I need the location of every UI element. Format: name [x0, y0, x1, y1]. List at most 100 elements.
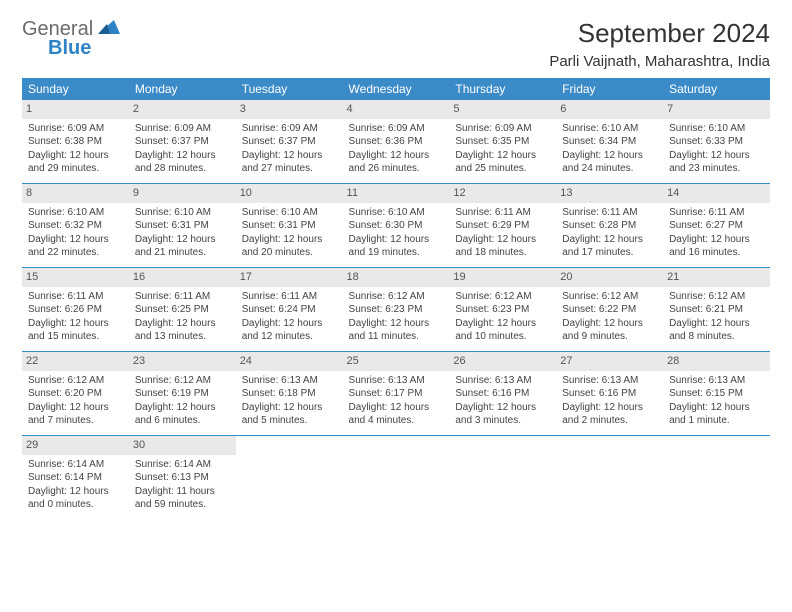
- day-number: 4: [343, 100, 450, 119]
- sunrise-text: Sunrise: 6:13 AM: [562, 374, 657, 388]
- sunrise-text: Sunrise: 6:12 AM: [349, 290, 444, 304]
- sunset-text: Sunset: 6:28 PM: [562, 219, 657, 233]
- sunrise-text: Sunrise: 6:12 AM: [562, 290, 657, 304]
- day-number: 3: [236, 100, 343, 119]
- sunrise-text: Sunrise: 6:13 AM: [455, 374, 550, 388]
- daylight-line2: and 22 minutes.: [28, 246, 123, 260]
- daylight-line1: Daylight: 12 hours: [455, 233, 550, 247]
- sunset-text: Sunset: 6:36 PM: [349, 135, 444, 149]
- day-number: 24: [236, 352, 343, 371]
- daylight-line1: Daylight: 12 hours: [562, 233, 657, 247]
- calendar-day-cell: 4Sunrise: 6:09 AMSunset: 6:36 PMDaylight…: [343, 100, 450, 184]
- sunset-text: Sunset: 6:32 PM: [28, 219, 123, 233]
- sunset-text: Sunset: 6:23 PM: [455, 303, 550, 317]
- sunset-text: Sunset: 6:23 PM: [349, 303, 444, 317]
- day-number: 23: [129, 352, 236, 371]
- calendar-day-cell: 8 Sunrise: 6:10 AMSunset: 6:32 PMDaylight…: [22, 184, 129, 268]
- calendar-week-row: 22Sunrise: 6:12 AMSunset: 6:20 PMDayligh…: [22, 352, 770, 436]
- daylight-line1: Daylight: 12 hours: [135, 149, 230, 163]
- daylight-line2: and 59 minutes.: [135, 498, 230, 512]
- calendar-day-cell: 19Sunrise: 6:12 AMSunset: 6:23 PMDayligh…: [449, 268, 556, 352]
- daylight-line1: Daylight: 12 hours: [455, 149, 550, 163]
- day-number: 9: [129, 184, 236, 203]
- daylight-line2: and 0 minutes.: [28, 498, 123, 512]
- calendar-day-cell: 11Sunrise: 6:10 AMSunset: 6:30 PMDayligh…: [343, 184, 450, 268]
- daylight-line1: Daylight: 12 hours: [562, 401, 657, 415]
- day-number: 19: [449, 268, 556, 287]
- daylight-line2: and 19 minutes.: [349, 246, 444, 260]
- daylight-line2: and 25 minutes.: [455, 162, 550, 176]
- sunrise-text: Sunrise: 6:13 AM: [349, 374, 444, 388]
- day-number: 15: [22, 268, 129, 287]
- sunset-text: Sunset: 6:15 PM: [669, 387, 764, 401]
- weekday-header: Sunday: [22, 78, 129, 100]
- sunrise-text: Sunrise: 6:13 AM: [669, 374, 764, 388]
- day-number: 18: [343, 268, 450, 287]
- daylight-line2: and 15 minutes.: [28, 330, 123, 344]
- day-number: 10: [236, 184, 343, 203]
- day-number: 8: [22, 184, 129, 203]
- logo-triangle-icon: [98, 18, 120, 39]
- calendar-day-cell: 26Sunrise: 6:13 AMSunset: 6:16 PMDayligh…: [449, 352, 556, 436]
- daylight-line2: and 2 minutes.: [562, 414, 657, 428]
- sunrise-text: Sunrise: 6:10 AM: [28, 206, 123, 220]
- sunset-text: Sunset: 6:24 PM: [242, 303, 337, 317]
- sunrise-text: Sunrise: 6:12 AM: [28, 374, 123, 388]
- daylight-line1: Daylight: 12 hours: [349, 317, 444, 331]
- calendar-day-cell: 29Sunrise: 6:14 AMSunset: 6:14 PMDayligh…: [22, 436, 129, 520]
- daylight-line2: and 16 minutes.: [669, 246, 764, 260]
- sunrise-text: Sunrise: 6:09 AM: [28, 122, 123, 136]
- calendar-day-cell: .: [236, 436, 343, 520]
- day-number: 6: [556, 100, 663, 119]
- daylight-line1: Daylight: 12 hours: [669, 233, 764, 247]
- sunset-text: Sunset: 6:31 PM: [242, 219, 337, 233]
- sunset-text: Sunset: 6:37 PM: [135, 135, 230, 149]
- day-number: 26: [449, 352, 556, 371]
- sunrise-text: Sunrise: 6:10 AM: [562, 122, 657, 136]
- daylight-line2: and 12 minutes.: [242, 330, 337, 344]
- sunset-text: Sunset: 6:14 PM: [28, 471, 123, 485]
- calendar-header-row: SundayMondayTuesdayWednesdayThursdayFrid…: [22, 78, 770, 100]
- calendar-day-cell: 28Sunrise: 6:13 AMSunset: 6:15 PMDayligh…: [663, 352, 770, 436]
- sunrise-text: Sunrise: 6:13 AM: [242, 374, 337, 388]
- daylight-line1: Daylight: 12 hours: [242, 233, 337, 247]
- month-title: September 2024: [549, 18, 770, 49]
- sunrise-text: Sunrise: 6:12 AM: [669, 290, 764, 304]
- daylight-line1: Daylight: 12 hours: [242, 149, 337, 163]
- day-number: 27: [556, 352, 663, 371]
- logo: General Blue: [22, 18, 120, 60]
- sunrise-text: Sunrise: 6:10 AM: [349, 206, 444, 220]
- sunset-text: Sunset: 6:20 PM: [28, 387, 123, 401]
- sunset-text: Sunset: 6:13 PM: [135, 471, 230, 485]
- calendar-day-cell: 18 Sunrise: 6:12 AMSunset: 6:23 PMDayligh…: [343, 268, 450, 352]
- header-bar: General Blue September 2024 Parli Vaijna…: [22, 18, 770, 70]
- daylight-line1: Daylight: 12 hours: [349, 233, 444, 247]
- daylight-line2: and 6 minutes.: [135, 414, 230, 428]
- sunrise-text: Sunrise: 6:11 AM: [135, 290, 230, 304]
- weekday-header: Tuesday: [236, 78, 343, 100]
- weekday-header: Thursday: [449, 78, 556, 100]
- sunrise-text: Sunrise: 6:09 AM: [242, 122, 337, 136]
- weekday-header: Friday: [556, 78, 663, 100]
- daylight-line2: and 20 minutes.: [242, 246, 337, 260]
- daylight-line2: and 27 minutes.: [242, 162, 337, 176]
- day-number: 2: [129, 100, 236, 119]
- daylight-line1: Daylight: 12 hours: [135, 401, 230, 415]
- sunrise-text: Sunrise: 6:09 AM: [349, 122, 444, 136]
- daylight-line1: Daylight: 12 hours: [562, 149, 657, 163]
- calendar-week-row: 1Sunrise: 6:09 AMSunset: 6:38 PMDaylight…: [22, 100, 770, 184]
- sunset-text: Sunset: 6:33 PM: [669, 135, 764, 149]
- daylight-line1: Daylight: 12 hours: [242, 401, 337, 415]
- calendar-day-cell: 3Sunrise: 6:09 AMSunset: 6:37 PMDaylight…: [236, 100, 343, 184]
- calendar-day-cell: 27Sunrise: 6:13 AMSunset: 6:16 PMDayligh…: [556, 352, 663, 436]
- location-text: Parli Vaijnath, Maharashtra, India: [549, 53, 770, 70]
- sunset-text: Sunset: 6:27 PM: [669, 219, 764, 233]
- calendar-body: 1Sunrise: 6:09 AMSunset: 6:38 PMDaylight…: [22, 100, 770, 519]
- calendar-week-row: 8Sunrise: 6:10 AMSunset: 6:32 PMDaylight…: [22, 184, 770, 268]
- calendar-day-cell: 7Sunrise: 6:10 AMSunset: 6:33 PMDaylight…: [663, 100, 770, 184]
- sunrise-text: Sunrise: 6:12 AM: [455, 290, 550, 304]
- daylight-line1: Daylight: 12 hours: [28, 233, 123, 247]
- sunset-text: Sunset: 6:16 PM: [455, 387, 550, 401]
- daylight-line1: Daylight: 12 hours: [28, 149, 123, 163]
- day-number: 1: [22, 100, 129, 119]
